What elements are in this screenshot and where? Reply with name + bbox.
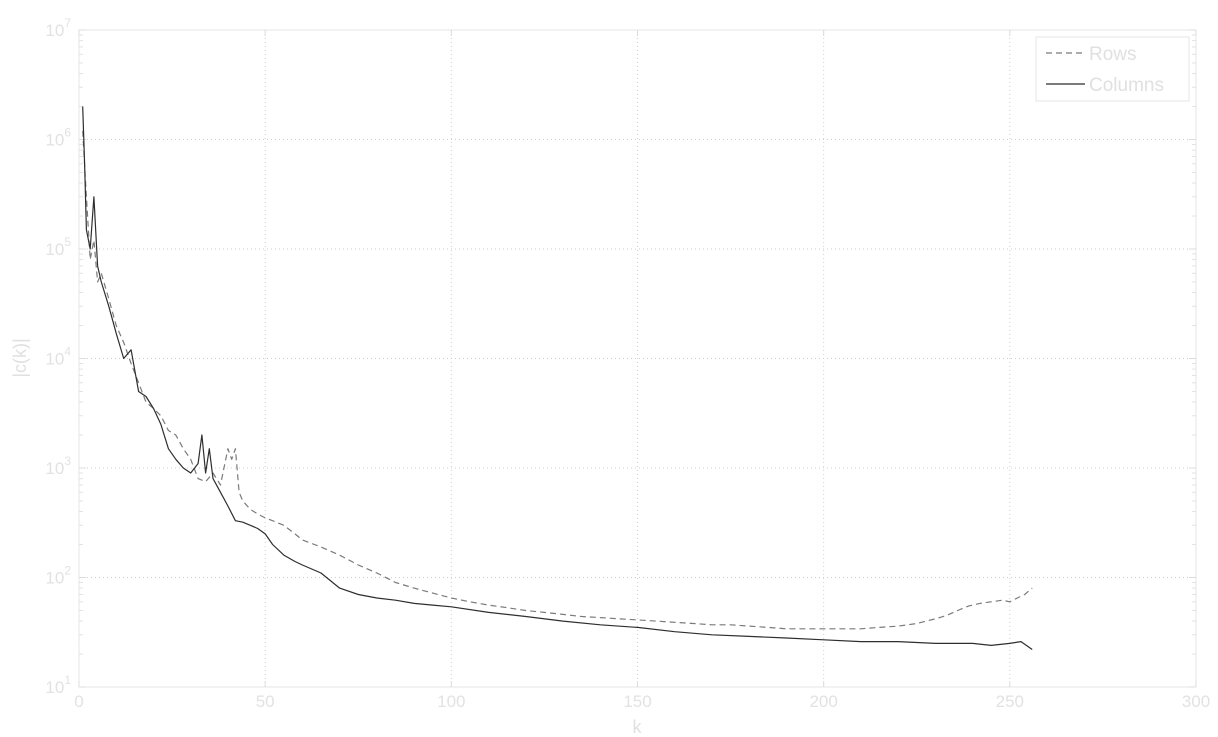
series-line-columns — [82, 106, 1033, 650]
x-tick-label: 100 — [437, 692, 465, 711]
y-tick-label: 107 — [45, 16, 71, 40]
series-line-rows — [82, 130, 1033, 630]
x-tick-label: 150 — [623, 692, 651, 711]
ticks — [78, 29, 1197, 688]
x-tick-label: 250 — [996, 692, 1024, 711]
y-tick-label: 105 — [45, 235, 71, 259]
legend-label-rows: Rows — [1089, 44, 1137, 65]
grid — [79, 30, 1196, 687]
legend-box — [1035, 36, 1190, 102]
y-tick-label: 101 — [45, 673, 71, 697]
series-layer — [82, 106, 1033, 650]
y-tick-label: 103 — [45, 454, 71, 478]
legend: Rows Columns — [1035, 36, 1190, 102]
y-tick-label: 102 — [45, 564, 71, 588]
x-tick-label: 300 — [1182, 692, 1210, 711]
x-tick-labels: 0 50 100 150 200 250 300 — [74, 692, 1210, 711]
x-axis-label: k — [633, 717, 643, 737]
legend-label-columns: Columns — [1089, 75, 1164, 96]
y-tick-label: 106 — [45, 126, 71, 150]
x-tick-label: 50 — [256, 692, 275, 711]
y-tick-labels: 101 102 103 104 105 106 107 — [45, 16, 71, 697]
y-tick-label: 104 — [45, 345, 71, 369]
x-tick-label: 200 — [809, 692, 837, 711]
y-axis-label: |c(k)| — [10, 338, 30, 377]
x-tick-label: 0 — [74, 692, 83, 711]
